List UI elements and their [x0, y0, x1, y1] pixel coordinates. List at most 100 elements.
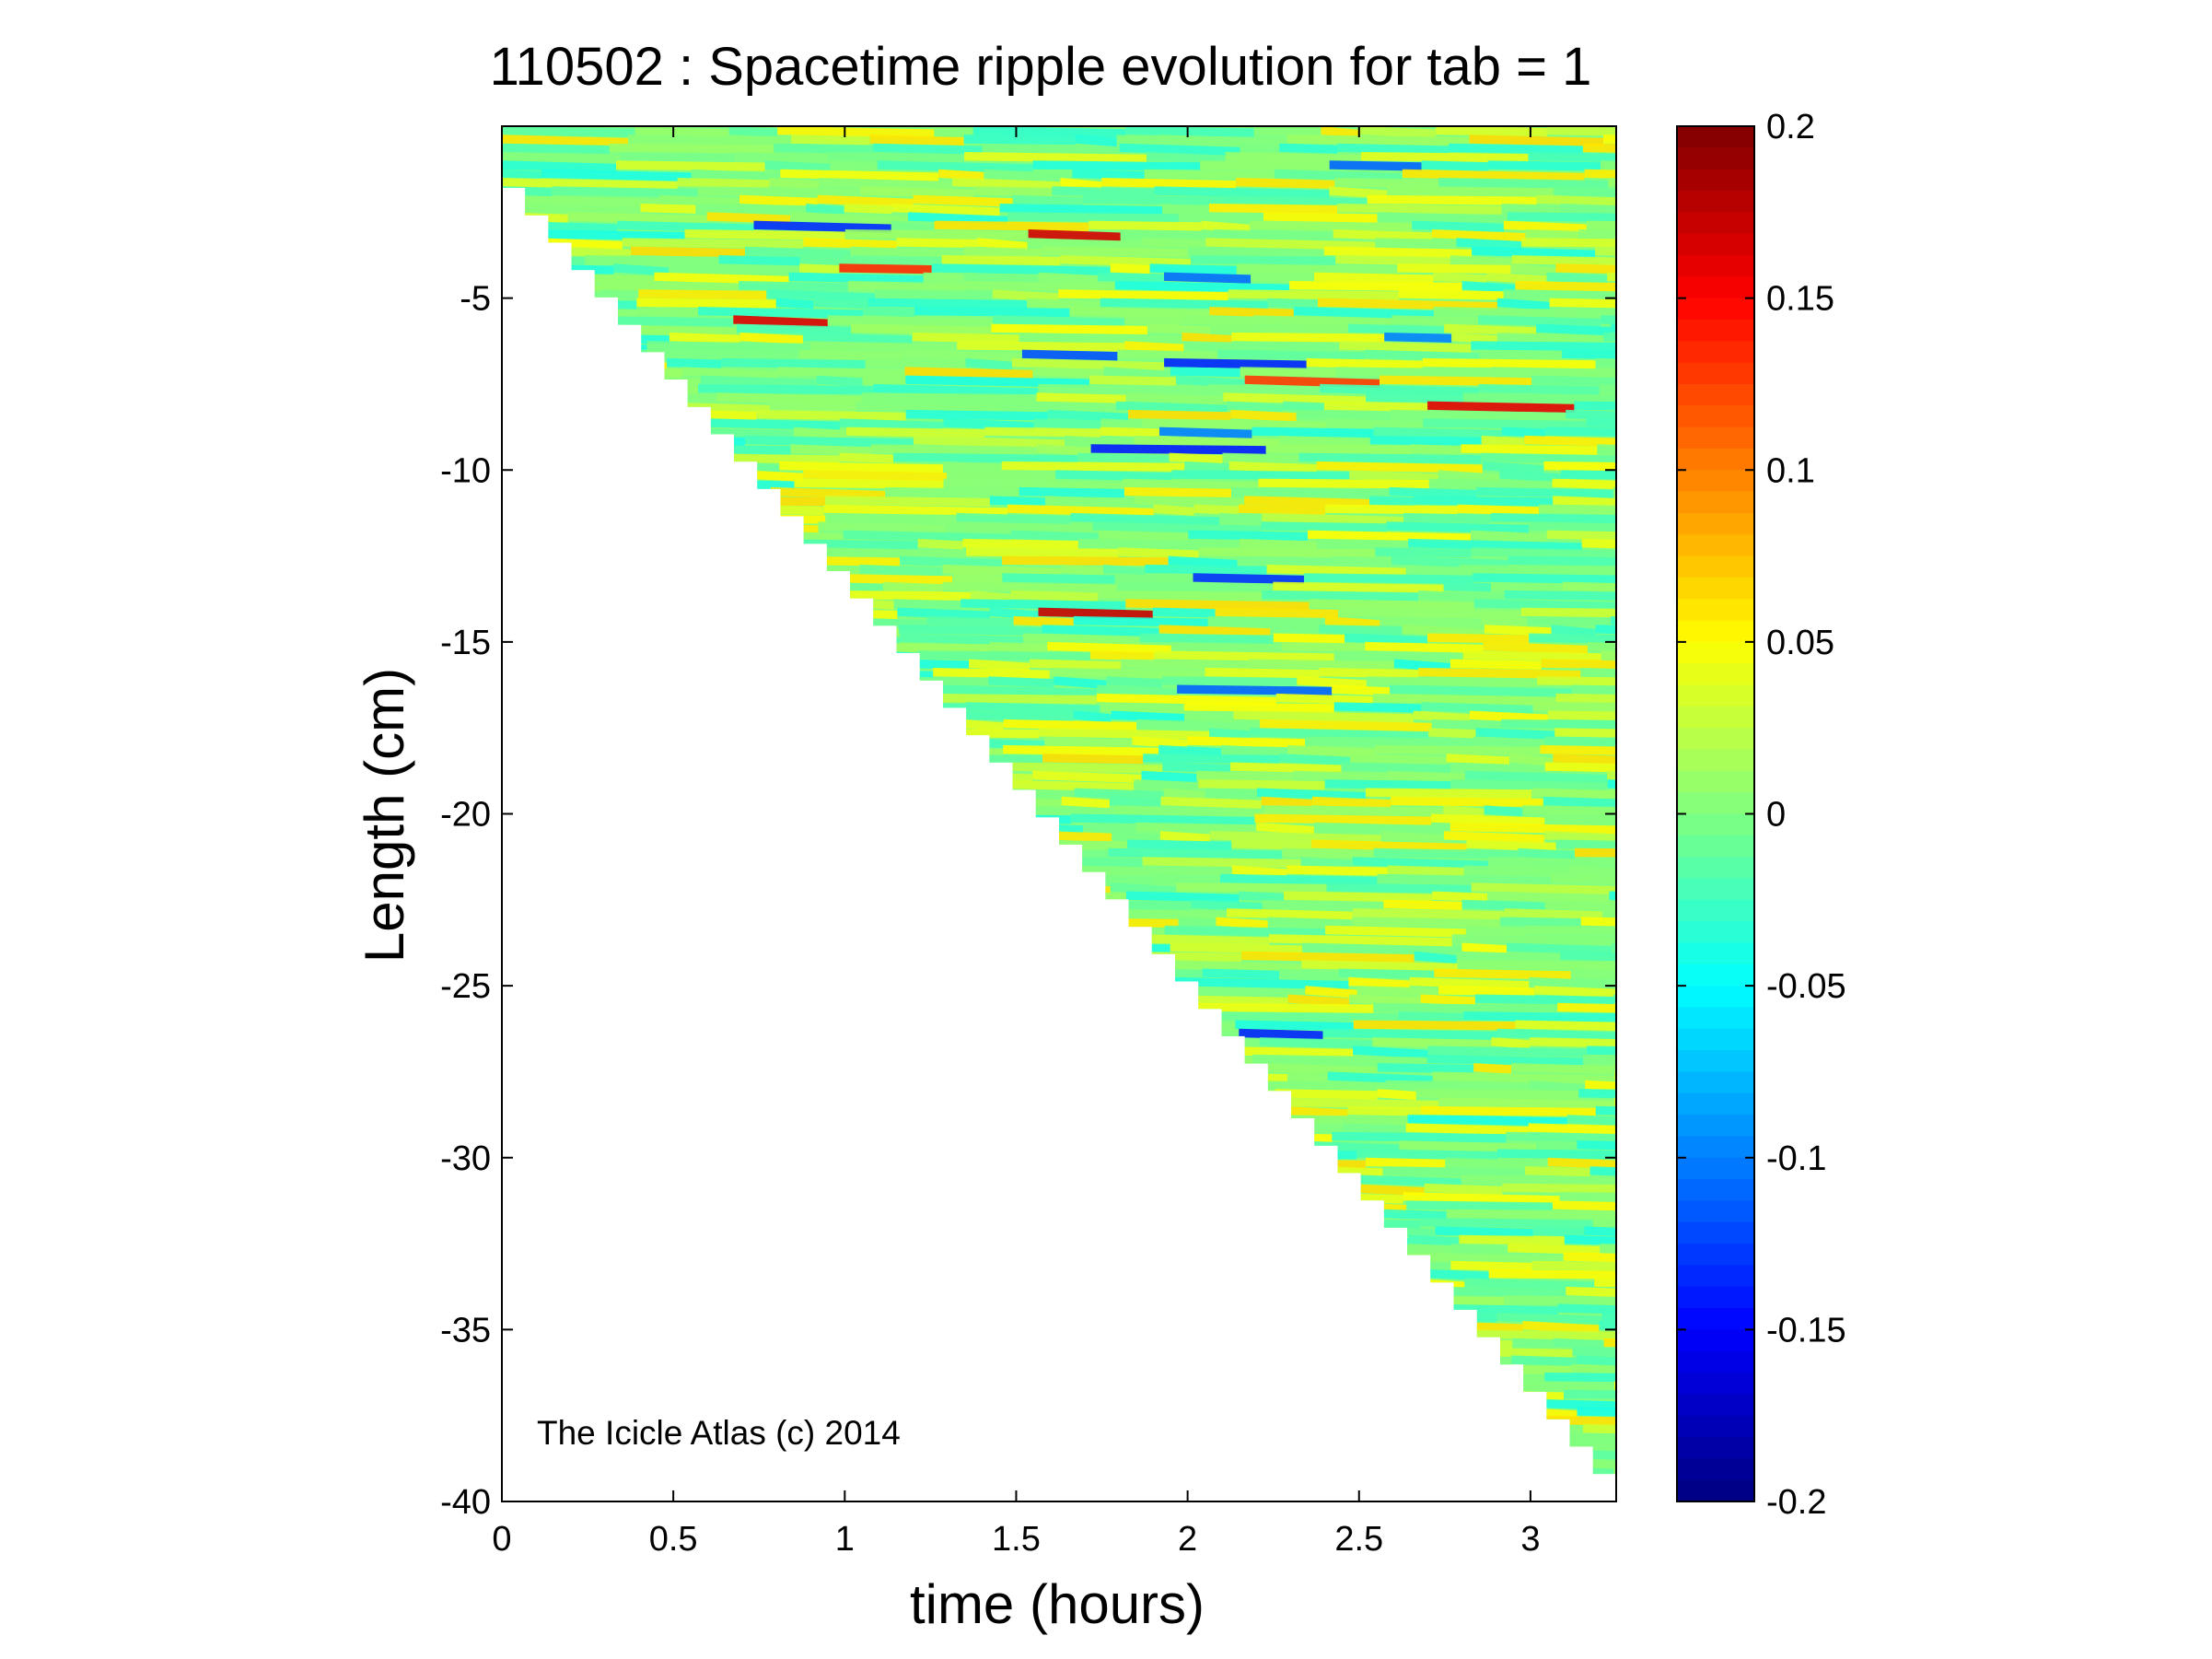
heatmap-cell	[1259, 1037, 1373, 1049]
colorbar-swatch	[1677, 169, 1754, 192]
heatmap-cell	[1224, 194, 1368, 207]
x-tick-label: 1	[835, 1520, 855, 1559]
heatmap-cell	[1325, 925, 1466, 938]
heatmap-cell	[1455, 1329, 1616, 1340]
heatmap-cell	[1176, 882, 1327, 893]
colorbar-swatch	[1677, 405, 1754, 428]
heatmap-cell	[1008, 762, 1163, 774]
heatmap-cell	[1183, 702, 1334, 713]
heatmap-cell	[846, 426, 985, 438]
heatmap-cell	[1207, 615, 1325, 629]
heatmap-cell	[1457, 504, 1539, 516]
heatmap-cell	[1384, 333, 1452, 343]
heatmap-cell	[943, 461, 1002, 473]
heatmap-cell	[1584, 1226, 1616, 1239]
colorbar-swatch	[1677, 1179, 1754, 1202]
heatmap-cell	[1216, 917, 1268, 929]
heatmap-cell	[1487, 857, 1616, 870]
heatmap-cell	[1214, 229, 1333, 241]
heatmap-cell	[965, 357, 1012, 371]
heatmap-cell	[1508, 212, 1616, 223]
heatmap-cell	[1411, 444, 1461, 455]
heatmap-cell	[1433, 272, 1486, 284]
heatmap-cell	[1387, 186, 1554, 197]
heatmap-cell	[1388, 770, 1465, 783]
heatmap-cell	[1544, 736, 1616, 748]
heatmap-cell	[1377, 212, 1508, 224]
heatmap-cell	[1160, 796, 1262, 810]
heatmap-cell	[964, 281, 1115, 292]
heatmap-cell	[1471, 341, 1616, 352]
heatmap-cell	[794, 426, 846, 439]
heatmap-cell	[982, 143, 1120, 156]
heatmap-cell	[1037, 444, 1091, 456]
x-tick-label: 1.5	[992, 1520, 1041, 1559]
heatmap-cell	[698, 383, 874, 395]
heatmap-cell	[1261, 796, 1312, 809]
heatmap-cell	[1544, 762, 1616, 775]
heatmap-cell	[1352, 908, 1505, 920]
heatmap-cell	[1431, 719, 1502, 730]
colorbar-swatch	[1677, 491, 1754, 514]
heatmap-cell	[1432, 891, 1488, 903]
colorbar-swatch	[1677, 942, 1754, 965]
heatmap-cell	[1501, 719, 1616, 730]
heatmap-cell	[1388, 1252, 1564, 1265]
heatmap-cell	[1557, 1002, 1616, 1015]
colorbar-swatch	[1677, 1350, 1754, 1373]
heatmap-cell	[999, 204, 1163, 216]
heatmap-cell	[1348, 323, 1445, 335]
heatmap-cell	[638, 307, 699, 318]
heatmap-cell	[934, 126, 973, 139]
heatmap-cell	[1349, 470, 1438, 483]
heatmap-cell	[1021, 349, 1118, 361]
colorbar-swatch	[1677, 964, 1754, 987]
heatmap-cell	[1077, 452, 1170, 464]
heatmap-cell	[863, 307, 914, 317]
heatmap-cell	[1561, 470, 1616, 482]
heatmap-cell	[1038, 272, 1099, 285]
heatmap-cell	[621, 152, 735, 163]
heatmap-cell	[1153, 504, 1194, 516]
heatmap-cell	[917, 650, 1090, 661]
heatmap-cell	[1345, 633, 1427, 645]
heatmap-cell	[1032, 160, 1201, 171]
heatmap-cell	[1527, 615, 1611, 626]
heatmap-cell	[1414, 951, 1457, 964]
heatmap-cell	[502, 143, 610, 155]
heatmap-cell	[1589, 1166, 1616, 1178]
heatmap-cell	[1518, 847, 1575, 860]
colorbar-swatch	[1677, 341, 1754, 364]
heatmap-cell	[859, 564, 943, 577]
heatmap-cell	[1178, 917, 1217, 928]
heatmap-cell	[1522, 805, 1616, 816]
heatmap-cell	[1397, 263, 1511, 275]
heatmap-cell	[1512, 1338, 1554, 1349]
heatmap-cell	[1240, 367, 1336, 378]
heatmap-cell	[766, 289, 876, 302]
colorbar-swatch	[1677, 899, 1754, 922]
heatmap-cell	[1560, 951, 1616, 963]
heatmap-cell	[1240, 143, 1280, 155]
heatmap-cell	[883, 581, 943, 593]
heatmap-cell	[1521, 238, 1616, 249]
heatmap-cell	[1205, 667, 1320, 679]
heatmap-cell	[1325, 504, 1458, 515]
heatmap-cell	[1125, 392, 1224, 405]
heatmap-cell	[1543, 796, 1616, 809]
heatmap-cell	[914, 307, 1070, 318]
heatmap-cell	[1353, 1020, 1516, 1031]
heatmap-cell	[870, 444, 1038, 456]
heatmap-cell	[947, 470, 1056, 482]
heatmap-cell	[1177, 684, 1333, 695]
heatmap-cell	[1445, 1157, 1548, 1170]
heatmap-cell	[1287, 1071, 1328, 1084]
heatmap-cell	[1611, 615, 1616, 629]
heatmap-cell	[1544, 813, 1616, 827]
heatmap-cell	[1491, 1037, 1530, 1049]
heatmap-cell	[803, 238, 897, 250]
colorbar-swatch	[1677, 1200, 1754, 1223]
heatmap-cell	[1446, 1209, 1616, 1220]
heatmap-cell	[1420, 1105, 1596, 1117]
colorbar-swatch	[1677, 319, 1754, 343]
